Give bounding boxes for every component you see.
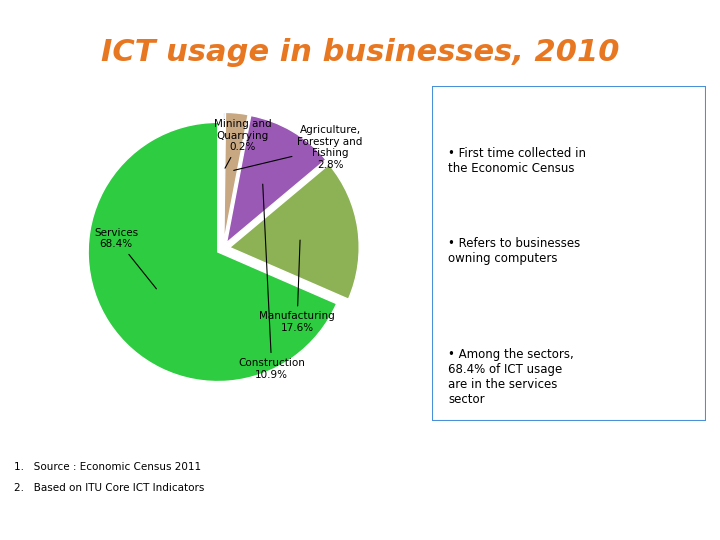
FancyBboxPatch shape [432, 86, 706, 421]
Wedge shape [223, 112, 225, 242]
Text: ICT usage in businesses, 2010: ICT usage in businesses, 2010 [101, 38, 619, 67]
Wedge shape [230, 164, 359, 299]
Text: 1.   Source : Economic Census 2011: 1. Source : Economic Census 2011 [14, 462, 202, 472]
Text: Services
68.4%: Services 68.4% [94, 228, 156, 289]
Text: 2.   Based on ITU Core ICT Indicators: 2. Based on ITU Core ICT Indicators [14, 483, 204, 494]
Text: • Refers to businesses
owning computers: • Refers to businesses owning computers [449, 237, 580, 265]
Wedge shape [224, 112, 248, 242]
Wedge shape [227, 116, 326, 243]
Text: • First time collected in
the Economic Census: • First time collected in the Economic C… [449, 147, 586, 174]
Text: Manufacturing
17.6%: Manufacturing 17.6% [259, 240, 335, 333]
Text: Agriculture,
Forestry and
Fishing
2.8%: Agriculture, Forestry and Fishing 2.8% [234, 125, 363, 171]
Text: DEPARTMENT OF STATISTICS MALAYSIA: DEPARTMENT OF STATISTICS MALAYSIA [101, 514, 346, 523]
Wedge shape [88, 123, 337, 382]
Text: Mining and
Quarrying
0.2%: Mining and Quarrying 0.2% [214, 119, 271, 168]
Text: • Among the sectors,
68.4% of ICT usage
are in the services
sector: • Among the sectors, 68.4% of ICT usage … [449, 348, 574, 406]
Text: Construction
10.9%: Construction 10.9% [238, 184, 305, 380]
Text: 24: 24 [683, 512, 698, 525]
